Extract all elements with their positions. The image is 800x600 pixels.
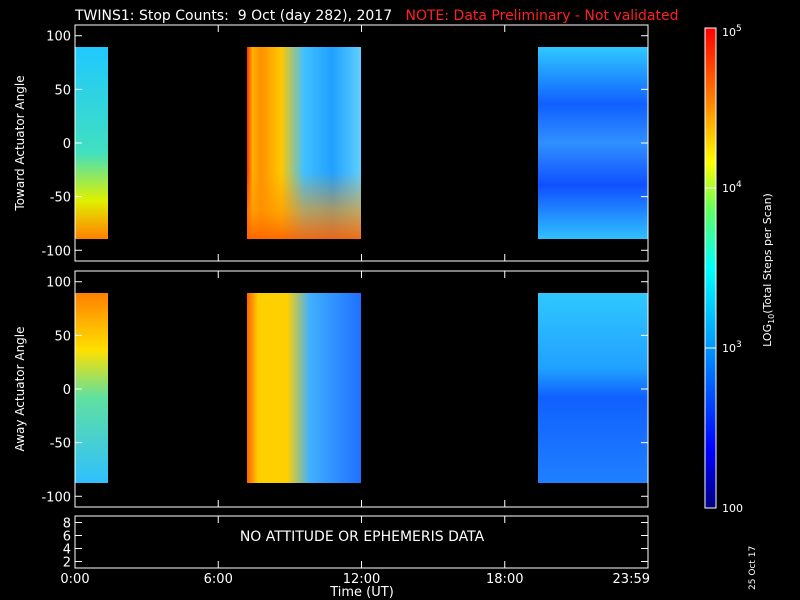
away-block-1 (75, 293, 108, 483)
chart-title: TWINS1: Stop Counts: 9 Oct (day 282), 20… (75, 8, 679, 24)
toward-ylabel: Toward Actuator Angle (13, 75, 27, 211)
attitude-ytick-label: 2 (63, 556, 71, 571)
away-ytick-label: 50 (54, 329, 71, 344)
toward-ytick-label: 0 (63, 137, 71, 152)
away-block-3 (538, 293, 648, 483)
away-ytick-label: -100 (41, 490, 71, 505)
away-ytick-label: 100 (46, 276, 71, 291)
colorbar-label: LOG10(Total Steps per Scan) (761, 193, 776, 347)
xtick-label: 18:00 (486, 572, 523, 587)
toward-ytick-label: -100 (41, 244, 71, 259)
toward-actuator-panel: 100 50 0 -50 -100 Toward Actuator Angle (13, 24, 649, 262)
colorbar-tick-label: 103 (722, 340, 742, 355)
colorbar-tick-label: 104 (722, 180, 742, 195)
colorbar-gradient (705, 28, 716, 508)
preliminary-note: NOTE: Data Preliminary - Not validated (405, 8, 679, 24)
colorbar-tick-label: 105 (722, 24, 742, 39)
xtick-label: 0:00 (60, 572, 89, 587)
attitude-ytick-label: 4 (63, 543, 71, 558)
attitude-ytick-label: 8 (63, 517, 71, 532)
no-data-message: NO ATTITUDE OR EPHEMERIS DATA (240, 529, 485, 545)
away-ylabel: Away Actuator Angle (13, 326, 27, 451)
toward-ytick-label: -50 (50, 191, 71, 206)
colorbar-tick-label: 100 (722, 502, 743, 515)
toward-block-2-shade (247, 47, 361, 239)
away-ytick-label: -50 (50, 437, 71, 452)
attitude-ytick-label: 6 (63, 530, 71, 545)
xtick-label: 23:59 (613, 572, 650, 587)
away-block-2 (247, 293, 361, 483)
date-stamp: 25 Oct 17 (748, 545, 758, 590)
away-ytick-label: 0 (63, 383, 71, 398)
title-text: TWINS1: Stop Counts: 9 Oct (day 282), 20… (75, 8, 393, 24)
xtick-label: 6:00 (204, 572, 233, 587)
toward-ytick-label: 50 (54, 83, 71, 98)
x-axis-label: Time (UT) (329, 585, 394, 600)
toward-block-3 (538, 47, 648, 239)
colorbar: 105 104 103 100 LOG10(Total Steps per Scan) (704, 24, 776, 515)
toward-ytick-label: 100 (46, 30, 71, 45)
xtick-label: 12:00 (343, 572, 380, 587)
away-actuator-panel: 100 50 0 -50 -100 Away Actuator Angle (13, 270, 649, 508)
